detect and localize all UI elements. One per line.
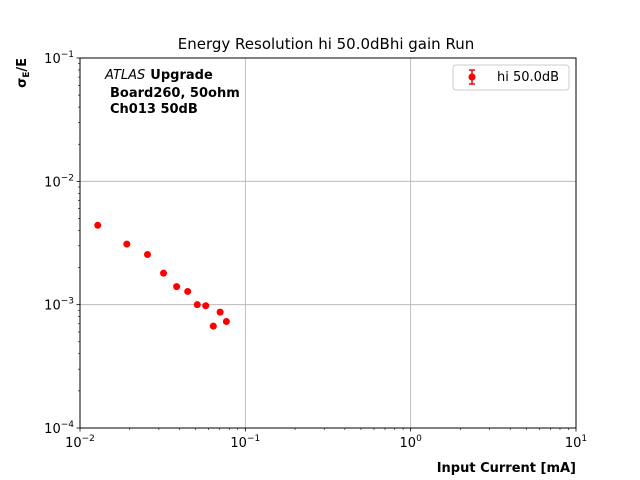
data-point [173, 283, 181, 291]
data-point [184, 287, 192, 295]
data-points [94, 221, 230, 330]
data-point [143, 251, 151, 259]
legend: hi 50.0dB [452, 64, 570, 91]
x-tick-label: 101 [565, 434, 587, 451]
data-point [94, 221, 102, 229]
atlas-annotation-line1: ATLAS Upgrade [104, 68, 213, 83]
y-tick-base: 10 [44, 299, 61, 314]
data-point [193, 301, 201, 309]
x-tick-label: 10−2 [65, 434, 95, 451]
legend-box [452, 64, 570, 91]
y-tick-label: 10−2 [44, 173, 74, 190]
x-tick-exponent: −1 [247, 434, 260, 444]
y-tick-label: 10−1 [44, 50, 74, 67]
y-tick-base: 10 [44, 175, 61, 190]
y-tick-exponent: −4 [61, 420, 75, 430]
y-tick-exponent: −3 [61, 297, 74, 307]
atlas-label: ATLAS [104, 68, 145, 83]
data-point [123, 240, 131, 248]
upgrade-label: Upgrade [150, 68, 213, 83]
legend-marker [468, 73, 476, 81]
data-point [160, 269, 168, 277]
data-point [202, 302, 210, 310]
data-point [216, 308, 224, 316]
x-tick-base: 10 [565, 436, 582, 451]
chart-title: Energy Resolution hi 50.0dBhi gain Run [178, 35, 474, 53]
y-tick-base: 10 [44, 422, 61, 437]
y-tick-label: 10−3 [44, 297, 74, 314]
data-point [209, 322, 217, 330]
data-point [222, 318, 230, 326]
x-tick-label: 100 [400, 434, 423, 451]
y-tick-label: 10−4 [44, 420, 74, 437]
atlas-annotation-line3: Ch013 50dB [110, 102, 198, 117]
atlas-annotation-line2: Board260, 50ohm [110, 86, 240, 101]
y-tick-exponent: −2 [61, 173, 74, 183]
y-tick-exponent: −1 [61, 50, 74, 60]
plot-frame [79, 57, 577, 429]
x-tick-exponent: −2 [82, 434, 95, 444]
x-tick-exponent: 0 [416, 434, 422, 444]
y-tick-base: 10 [44, 52, 61, 67]
x-tick-base: 10 [400, 436, 417, 451]
y-axis-label: σE/E [15, 58, 32, 88]
y-axis-label-sub: E [22, 72, 32, 78]
x-tick-exponent: 1 [581, 434, 587, 444]
y-axis-label-tail: /E [15, 58, 30, 72]
y-axis-label-main: σ [15, 78, 30, 88]
legend-label: hi 50.0dB [497, 70, 559, 85]
x-axis-label: Input Current [mA] [437, 461, 576, 476]
x-tick-base: 10 [230, 436, 247, 451]
x-tick-base: 10 [65, 436, 82, 451]
x-tick-label: 10−1 [230, 434, 260, 451]
